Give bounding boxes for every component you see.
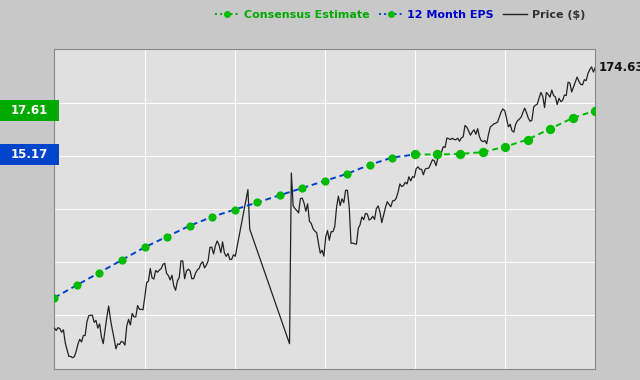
Point [545,126,556,132]
Point [72,282,82,288]
Point [568,115,578,121]
Point [184,223,195,229]
Point [387,155,397,161]
Text: 174.63: 174.63 [598,61,640,74]
Text: 15.17: 15.17 [11,148,48,161]
Point [455,151,465,157]
Point [297,185,307,191]
Point [410,152,420,158]
Point [49,294,60,301]
Point [275,192,285,198]
Text: 17.61: 17.61 [11,104,48,117]
Point [207,214,217,220]
Point [500,144,510,150]
Point [319,178,330,184]
Point [117,257,127,263]
Point [94,269,104,275]
Point [522,136,532,142]
Point [342,171,353,177]
Point [230,207,240,213]
Point [433,152,443,158]
Legend: Consensus Estimate, 12 Month EPS, Price ($): Consensus Estimate, 12 Month EPS, Price … [211,5,589,24]
Point [590,108,600,114]
Point [162,234,172,240]
Point [365,162,375,168]
Point [477,149,488,155]
Point [252,200,262,206]
Point [410,152,420,158]
Point [140,244,150,250]
